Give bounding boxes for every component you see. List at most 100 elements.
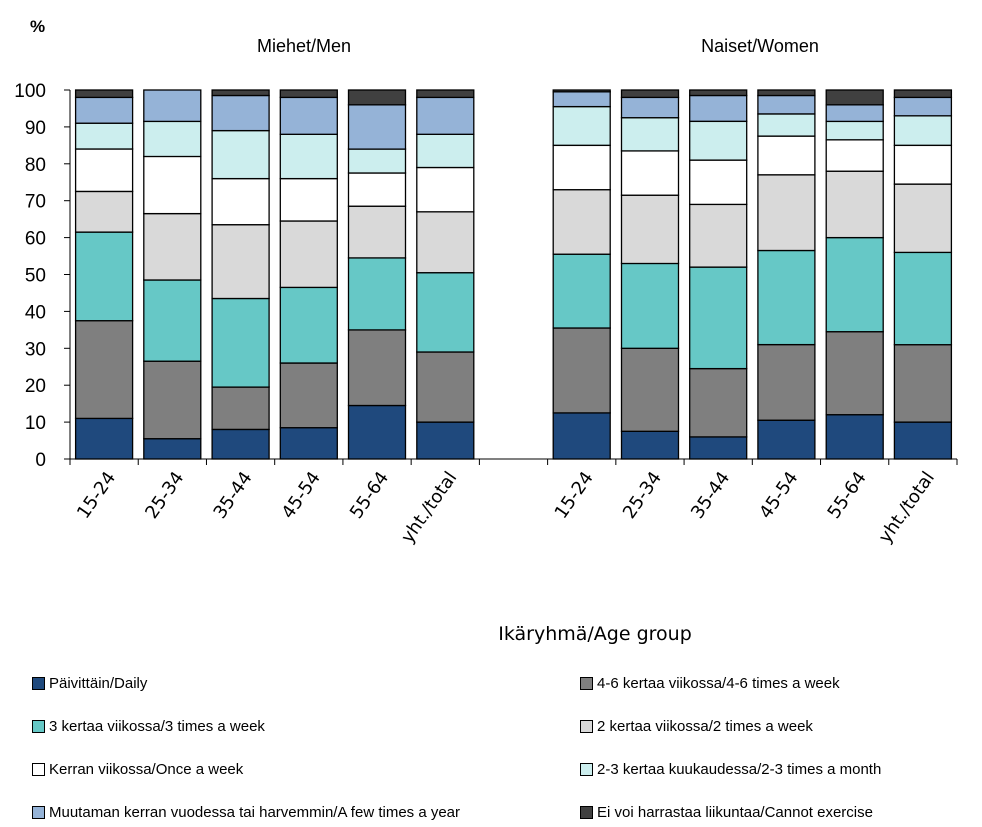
legend-label: Kerran viikossa/Once a week: [49, 761, 244, 778]
bar-segment-men-5564-s5: [347, 148, 407, 174]
y-tick-label: 10: [25, 413, 46, 434]
x-tick-label: 35-44: [209, 468, 256, 523]
bar-segment-men-1524-s5: [74, 122, 134, 150]
bar-segment-women-5564-s5: [825, 120, 884, 141]
bar-segment-men-3544-s2: [211, 297, 270, 388]
bar-segment-men-2534-s4: [143, 155, 202, 215]
bar-segment-women-2534-s6: [620, 96, 680, 119]
bar-segment-men-4554-s3: [279, 220, 338, 289]
legend-label: 2-3 kertaa kuukaudessa/2-3 times a month: [597, 761, 882, 778]
x-tick-label: 25-34: [141, 468, 188, 523]
bar-segment-men-yhttotal-s5: [416, 133, 475, 169]
x-tick-label: 45-54: [755, 468, 802, 523]
bar-segment-men-yhttotal-s1: [416, 351, 475, 423]
bar-segment-women-2534-s4: [620, 150, 680, 196]
bar-segment-men-yhttotal-s2: [416, 272, 475, 353]
bar-segment-women-2534-s0: [620, 430, 680, 460]
legend-item: 2-3 kertaa kuukaudessa/2-3 times a month: [580, 761, 881, 778]
bar-segment-men-4554-s4: [279, 177, 338, 222]
bar-segment-women-5564-s0: [825, 414, 884, 460]
bar-segment-women-2534-s3: [620, 194, 680, 265]
x-tick-label: 35-44: [687, 468, 734, 523]
legend-label: 4-6 kertaa viikossa/4-6 times a week: [597, 675, 840, 692]
bar-segment-women-2534-s5: [620, 117, 680, 152]
bar-segment-women-3544-s5: [689, 120, 748, 161]
bar-segment-men-3544-s4: [211, 177, 270, 226]
group-title-men: Miehet/Men: [257, 36, 351, 56]
legend-swatch: [32, 720, 45, 733]
bar-segment-men-yhttotal-s3: [416, 211, 475, 274]
legend-item: Kerran viikossa/Once a week: [32, 761, 243, 778]
bar-segment-women-yhttotal-s4: [893, 144, 953, 185]
bar-segment-men-2534-s3: [143, 212, 202, 281]
bar-segment-women-yhttotal-s3: [893, 183, 953, 254]
x-tick-label: 55-64: [346, 468, 393, 523]
bar-segment-women-4554-s1: [757, 343, 816, 421]
bar-segment-women-3544-s2: [689, 266, 748, 370]
bar-segment-men-1524-s4: [74, 148, 134, 193]
legend-label: 2 kertaa viikossa/2 times a week: [597, 718, 813, 735]
legend-label: Muutaman kerran vuodessa tai harvemmin/A…: [49, 804, 461, 821]
bar-segment-women-3544-s1: [689, 367, 748, 438]
x-tick-label: 15-24: [73, 468, 120, 523]
legend-swatch: [580, 763, 593, 776]
bar-segment-women-4554-s4: [757, 135, 816, 176]
bar-segment-women-1524-s4: [552, 144, 611, 191]
bar-segment-men-2534-s5: [143, 120, 202, 158]
y-tick-label: 30: [25, 339, 46, 360]
bar-segment-men-yhttotal-s0: [416, 421, 475, 460]
bar-segment-women-yhttotal-s6: [893, 96, 953, 117]
x-axis-title: Ikäryhmä/Age group: [498, 623, 692, 645]
y-tick-label: 80: [25, 155, 46, 176]
bar-segment-men-4554-s5: [279, 133, 338, 180]
legend-swatch: [580, 677, 593, 690]
bar-segment-women-3544-s6: [689, 94, 748, 122]
bar-segment-women-1524-s7: [552, 89, 611, 93]
bar-segment-women-4554-s5: [757, 113, 816, 137]
bar-segment-men-5564-s7: [347, 89, 407, 106]
x-tick-label: 55-64: [824, 468, 871, 523]
bar-segment-women-5564-s1: [825, 331, 884, 416]
legend-item: Muutaman kerran vuodessa tai harvemmin/A…: [32, 804, 460, 821]
legend-item: 2 kertaa viikossa/2 times a week: [580, 718, 813, 735]
x-tick-label: 15-24: [551, 468, 598, 523]
group-title-women: Naiset/Women: [701, 36, 819, 56]
bar-segment-men-4554-s0: [279, 426, 338, 460]
bar-segment-women-2534-s7: [620, 89, 680, 99]
bar-segment-women-5564-s2: [825, 236, 884, 333]
bar-segment-women-4554-s0: [757, 419, 816, 460]
x-tick-label: 45-54: [278, 468, 325, 523]
bar-segment-men-1524-s3: [74, 190, 134, 233]
bar-segment-men-2534-s1: [143, 360, 202, 440]
legend-label: Ei voi harrastaa liikuntaa/Cannot exerci…: [597, 804, 873, 821]
x-tick-label: yht./total: [397, 468, 461, 547]
bar-segment-men-1524-s1: [74, 319, 134, 420]
bar-segment-men-1524-s6: [74, 96, 134, 124]
bar-segment-women-4554-s6: [757, 94, 816, 115]
bar-segment-women-3544-s4: [689, 159, 748, 206]
stacked-bar-chart: % Miehet/Men Naiset/Women 0 10 20 30 40 50 60 7…: [14, 17, 958, 645]
bar-segment-women-5564-s6: [825, 104, 884, 123]
bar-segment-women-1524-s3: [552, 188, 611, 255]
bar-segment-men-yhttotal-s4: [416, 166, 475, 213]
bar-segment-women-2534-s1: [620, 347, 680, 432]
bar-segment-men-3544-s5: [211, 129, 270, 180]
x-tick-label: 25-34: [619, 468, 666, 523]
bar-segment-men-5564-s2: [347, 257, 407, 331]
bar-segment-men-2534-s2: [143, 279, 202, 362]
legend-swatch: [580, 806, 593, 819]
y-tick-label: 0: [35, 450, 46, 471]
legend-label: 3 kertaa viikossa/3 times a week: [49, 718, 265, 735]
legend-swatch: [32, 677, 45, 690]
bar-segment-men-3544-s3: [211, 224, 270, 300]
y-tick-label: 20: [25, 376, 46, 397]
bar-segment-women-5564-s4: [825, 139, 884, 172]
legend-item: 4-6 kertaa viikossa/4-6 times a week: [580, 675, 840, 692]
bar-segment-men-3544-s6: [211, 94, 270, 132]
bar-segment-women-4554-s2: [757, 249, 816, 346]
bar-segment-men-5564-s6: [347, 104, 407, 150]
bar-segment-men-5564-s4: [347, 172, 407, 207]
bar-segment-men-1524-s7: [74, 89, 134, 99]
bar-segment-women-yhttotal-s7: [893, 89, 953, 99]
bar-segment-women-4554-s7: [757, 89, 816, 97]
